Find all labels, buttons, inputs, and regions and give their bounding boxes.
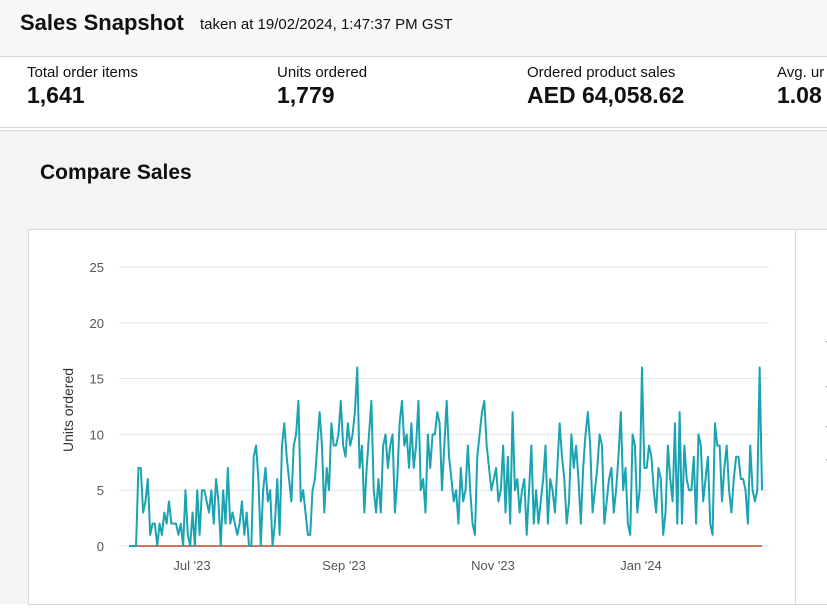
x-tick-label: Nov '23 [471,558,515,573]
metric-ordered-product-sales: Ordered product sales AED 64,058.62 [527,64,684,109]
metric-units-ordered: Units ordered 1,779 [277,64,367,109]
side-panel-mark: · [825,334,827,348]
units-series-line [129,366,763,547]
page-title: Sales Snapshot [20,10,184,35]
y-axis-label: Units ordered [60,368,76,452]
x-tick-label: Jan '24 [620,558,662,573]
metric-label: Units ordered [277,64,368,81]
y-tick-label: 25 [90,260,104,275]
metric-value: AED 64,058.62 [527,82,685,108]
metric-avg-units: Avg. ur 1.08 [777,64,824,109]
metric-label: Ordered product sales [527,64,676,81]
compare-sales-title: Compare Sales [40,161,192,184]
x-tick-label: Jul '23 [173,558,210,573]
metric-value: 1,641 [27,82,85,108]
x-tick-label: Sep '23 [322,558,366,573]
compare-sales-section: Compare Sales 0 5 10 15 20 25 Jul '23 Sep '23 N… [0,130,827,605]
metric-value: 1.08 [777,82,822,108]
metric-value: 1,779 [277,82,335,108]
y-tick-label: 15 [90,372,104,387]
side-panel-mark: · [825,419,827,433]
side-panel-mark: · [825,379,827,393]
y-tick-label: 5 [97,483,104,498]
chart-panel: 0 5 10 15 20 25 Jul '23 Sep '23 Nov '23 Jan '24 … [28,229,801,605]
metrics-row: Total order items 1,641 Units ordered 1,… [0,57,827,128]
snapshot-timestamp: taken at 19/02/2024, 1:47:37 PM GST [200,16,453,33]
metric-label: Total order items [27,64,138,81]
metric-label: Avg. ur [777,64,825,81]
metric-total-order-items: Total order items 1,641 [27,64,138,109]
y-tick-label: 20 [90,316,104,331]
y-tick-label: 10 [90,427,104,442]
y-tick-label: 0 [97,539,104,554]
chart-side-panel: · · · · [795,229,827,605]
header-bar: Sales Snapshot taken at 19/02/2024, 1:47… [0,0,827,57]
side-panel-mark: · [825,452,827,466]
